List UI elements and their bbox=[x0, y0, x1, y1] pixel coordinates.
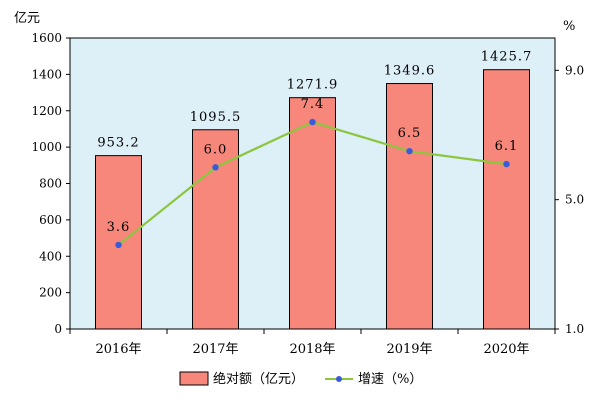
x-tick-label: 2016年 bbox=[95, 342, 141, 357]
growth-point bbox=[115, 241, 122, 249]
y-left-tick-label: 800 bbox=[39, 177, 62, 191]
y-left-axis-title: 亿元 bbox=[14, 11, 40, 26]
bar-value-label: 1271.9 bbox=[287, 78, 339, 93]
bar-value-label: 953.2 bbox=[97, 136, 139, 151]
y-left-tick-label: 200 bbox=[39, 286, 62, 300]
bar-value-label: 1349.6 bbox=[384, 64, 436, 79]
y-left-tick-label: 1200 bbox=[31, 104, 62, 118]
growth-value-label: 6.1 bbox=[495, 139, 519, 154]
x-tick-label: 2019年 bbox=[386, 342, 432, 357]
y-left-tick-label: 400 bbox=[39, 249, 62, 263]
y-left-tick-label: 1400 bbox=[31, 67, 62, 81]
bar-value-label: 1095.5 bbox=[190, 110, 242, 125]
growth-value-label: 7.4 bbox=[301, 97, 325, 112]
y-left-tick-label: 0 bbox=[54, 322, 62, 336]
growth-point bbox=[406, 147, 413, 155]
y-right-tick-label: 9.0 bbox=[565, 63, 584, 77]
growth-point bbox=[212, 164, 219, 171]
legend-label-line: 增速（%） bbox=[358, 372, 422, 387]
x-tick-label: 2020年 bbox=[483, 342, 529, 357]
y-right-tick-label: 1.0 bbox=[565, 322, 584, 336]
x-tick-label: 2017年 bbox=[192, 342, 238, 357]
bar bbox=[386, 83, 433, 330]
bar bbox=[192, 129, 239, 330]
legend-swatch-marker bbox=[336, 376, 342, 382]
growth-value-label: 6.0 bbox=[204, 142, 228, 157]
bar-value-label: 1425.7 bbox=[481, 50, 533, 65]
legend-swatch-bar bbox=[179, 371, 209, 386]
y-left-tick-label: 600 bbox=[39, 213, 62, 227]
y-right-axis-title: % bbox=[563, 19, 575, 34]
x-tick-label: 2018年 bbox=[289, 342, 335, 357]
growth-point bbox=[503, 160, 510, 168]
bar bbox=[483, 69, 530, 330]
y-left-tick-label: 1600 bbox=[31, 31, 62, 45]
growth-value-label: 3.6 bbox=[107, 220, 131, 235]
legend-label-bar: 绝对额（亿元） bbox=[213, 371, 304, 387]
y-left-tick-label: 1000 bbox=[31, 140, 62, 154]
growth-point bbox=[309, 118, 316, 126]
y-right-tick-label: 5.0 bbox=[565, 193, 584, 207]
legend: 绝对额（亿元） 增速（%） bbox=[179, 371, 422, 387]
growth-value-label: 6.5 bbox=[398, 126, 422, 141]
bar bbox=[289, 97, 336, 330]
